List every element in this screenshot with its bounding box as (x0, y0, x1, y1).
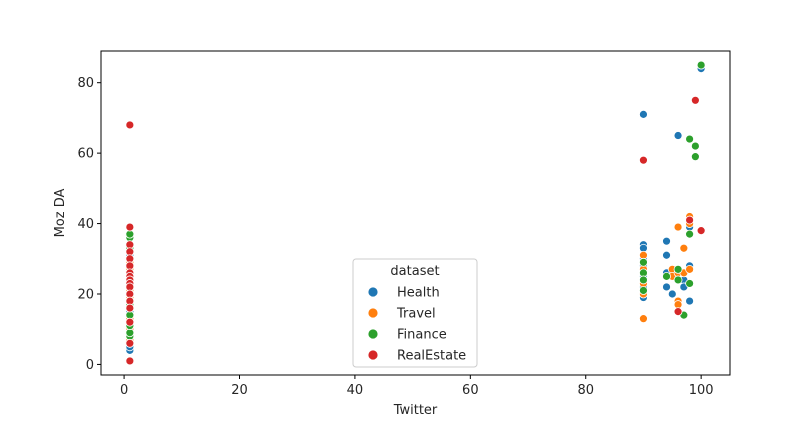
point-finance (696, 60, 706, 70)
point-travel (679, 243, 689, 253)
point-health (685, 296, 695, 306)
point-finance (673, 264, 683, 274)
point-finance (685, 229, 695, 239)
plot-frame (100, 50, 731, 376)
point-finance (685, 279, 695, 288)
legend-label-realestate: RealEstate (397, 349, 466, 364)
point-realestate (685, 215, 695, 225)
point-realestate (639, 155, 648, 165)
point-health (639, 109, 648, 119)
point-realestate (125, 317, 135, 327)
axis-ticks: 0 20 40 60 80 100 0 20 40 60 80 (77, 76, 713, 398)
data-points (125, 60, 706, 366)
y-tick-label: 60 (77, 147, 94, 162)
point-realestate (125, 303, 135, 313)
legend-marker-realestate (367, 349, 379, 361)
point-travel (685, 264, 695, 274)
point-realestate (673, 307, 683, 317)
point-realestate (696, 226, 706, 236)
point-realestate (125, 338, 135, 348)
legend-title: dataset (390, 264, 439, 279)
x-tick-label: 80 (577, 383, 594, 398)
point-health (662, 282, 671, 292)
point-travel (673, 222, 683, 232)
point-finance (639, 257, 648, 267)
y-tick-label: 20 (77, 288, 94, 303)
point-travel (639, 314, 648, 324)
point-finance (662, 271, 671, 281)
legend-marker-travel (367, 307, 379, 319)
point-finance (639, 286, 648, 295)
x-tick-label: 60 (462, 383, 479, 398)
y-axis-label: Moz DA (53, 188, 68, 237)
point-realestate (125, 222, 135, 232)
point-finance (639, 275, 648, 285)
x-tick-label: 40 (347, 383, 364, 398)
y-tick-label: 80 (77, 76, 94, 91)
point-health (662, 236, 671, 246)
point-finance (690, 152, 700, 162)
legend-box (352, 258, 478, 368)
point-realestate (125, 120, 135, 130)
legend-marker-finance (367, 328, 379, 340)
point-health (667, 289, 677, 299)
legend-items: Health Travel Finance RealEstate (367, 286, 466, 364)
point-realestate (125, 356, 135, 366)
legend: dataset Health Travel Finance RealEstate (352, 258, 478, 368)
y-tick-label: 40 (77, 217, 94, 232)
point-finance (690, 141, 700, 151)
point-health (662, 250, 671, 260)
x-tick-label: 0 (120, 383, 128, 398)
point-finance (685, 134, 695, 144)
legend-marker-health (367, 286, 379, 298)
x-tick-label: 20 (231, 383, 248, 398)
point-health (673, 131, 683, 140)
legend-label-health: Health (397, 286, 440, 301)
legend-label-travel: Travel (396, 307, 436, 322)
legend-label-finance: Finance (397, 328, 447, 343)
x-tick-label: 100 (689, 383, 714, 398)
point-realestate (690, 95, 700, 105)
x-axis-label: Twitter (393, 403, 438, 418)
y-tick-label: 0 (86, 358, 94, 373)
point-finance (673, 275, 683, 285)
